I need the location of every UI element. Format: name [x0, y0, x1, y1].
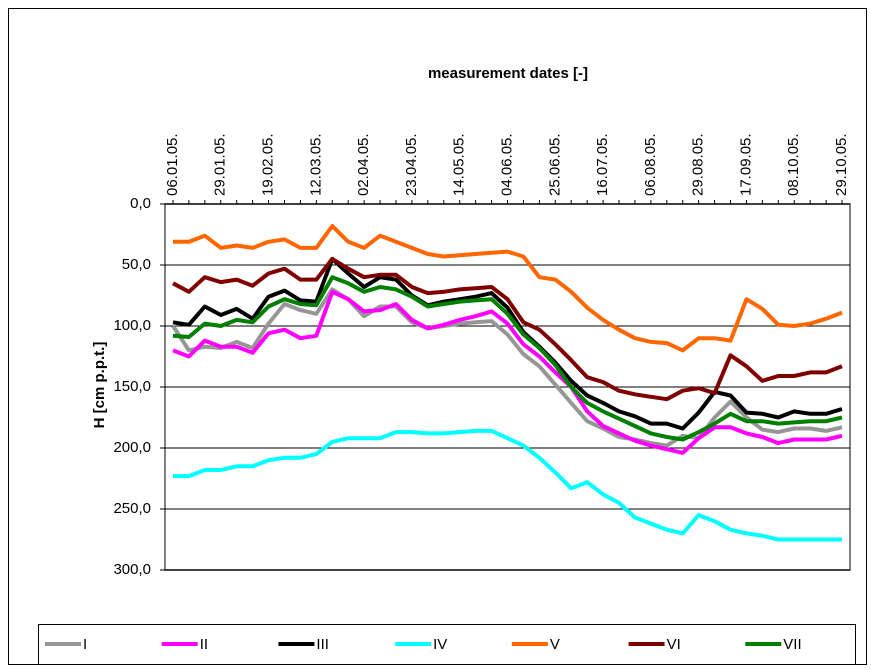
series-line [172, 256, 843, 431]
x-tick-label: 12.03.05. [307, 133, 324, 196]
y-tick-label: 100,0 [113, 317, 151, 334]
x-tick-label: 16.07.05. [594, 133, 611, 196]
x-tick-label: 29.01.05. [212, 133, 229, 196]
legend-label: III [316, 636, 329, 653]
y-tick-label: 300,0 [113, 561, 151, 578]
y-axis-title: H [cm p.p.t.] [91, 342, 108, 429]
y-tick-label: 200,0 [113, 439, 151, 456]
x-tick-label: 29.10.05. [833, 133, 850, 196]
legend-label: V [550, 636, 560, 653]
y-tick-label: 150,0 [113, 378, 151, 395]
series-line [172, 289, 843, 455]
x-tick-label: 06.08.05. [642, 133, 659, 196]
x-tick-label: 23.04.05. [403, 133, 420, 196]
x-tick-label: 17.09.05. [737, 133, 754, 196]
x-tick-label: 02.04.05. [355, 133, 372, 196]
legend-label: VII [783, 636, 801, 653]
y-tick-label: 250,0 [113, 500, 151, 517]
legend-label: IV [433, 636, 447, 653]
x-tick-label: 29.08.05. [690, 133, 707, 196]
series-line [172, 256, 843, 402]
series-line [173, 224, 843, 353]
series-line [172, 275, 843, 442]
legend-label: I [83, 636, 87, 653]
x-tick-label: 25.06.05. [546, 133, 563, 196]
x-tick-label: 14.05.05. [451, 133, 468, 196]
legend-label: II [200, 636, 208, 653]
y-tick-label: 50,0 [122, 256, 151, 273]
x-tick-label: 19.02.05. [260, 133, 277, 196]
x-tick-label: 04.06.05. [498, 133, 515, 196]
series-line [171, 287, 843, 448]
legend-label: VI [667, 636, 681, 653]
x-axis-title: measurement dates [-] [428, 65, 588, 82]
x-tick-label: 06.01.05. [164, 133, 181, 196]
x-tick-label: 08.10.05. [785, 133, 802, 196]
series-line [173, 428, 842, 542]
y-tick-label: 0,0 [130, 195, 151, 212]
